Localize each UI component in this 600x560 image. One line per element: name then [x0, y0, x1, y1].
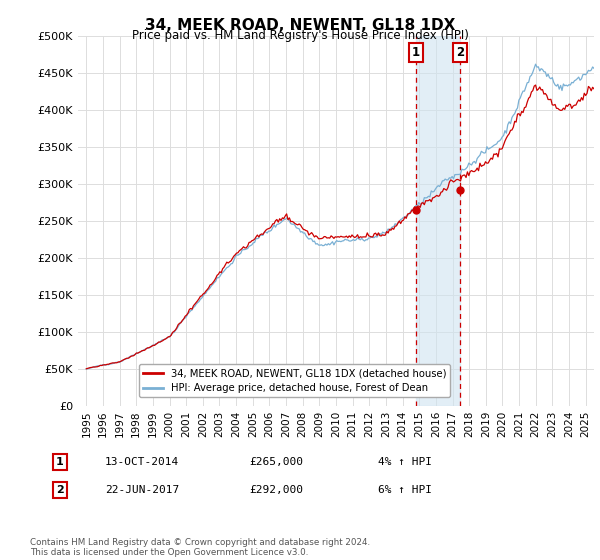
Text: 4% ↑ HPI: 4% ↑ HPI: [378, 457, 432, 467]
Text: 34, MEEK ROAD, NEWENT, GL18 1DX: 34, MEEK ROAD, NEWENT, GL18 1DX: [145, 18, 455, 34]
Text: 6% ↑ HPI: 6% ↑ HPI: [378, 485, 432, 495]
Text: 2: 2: [456, 46, 464, 59]
Bar: [416, 36, 460, 406]
Text: £292,000: £292,000: [249, 485, 303, 495]
Text: 1: 1: [56, 457, 64, 467]
Legend: 34, MEEK ROAD, NEWENT, GL18 1DX (detached house), HPI: Average price, detached h: 34, MEEK ROAD, NEWENT, GL18 1DX (detache…: [139, 365, 451, 397]
Text: Price paid vs. HM Land Registry's House Price Index (HPI): Price paid vs. HM Land Registry's House …: [131, 29, 469, 42]
Text: 13-OCT-2014: 13-OCT-2014: [105, 457, 179, 467]
Text: 1: 1: [412, 46, 419, 59]
Text: £265,000: £265,000: [249, 457, 303, 467]
Text: 2: 2: [56, 485, 64, 495]
Text: Contains HM Land Registry data © Crown copyright and database right 2024.
This d: Contains HM Land Registry data © Crown c…: [30, 538, 370, 557]
Text: 22-JUN-2017: 22-JUN-2017: [105, 485, 179, 495]
